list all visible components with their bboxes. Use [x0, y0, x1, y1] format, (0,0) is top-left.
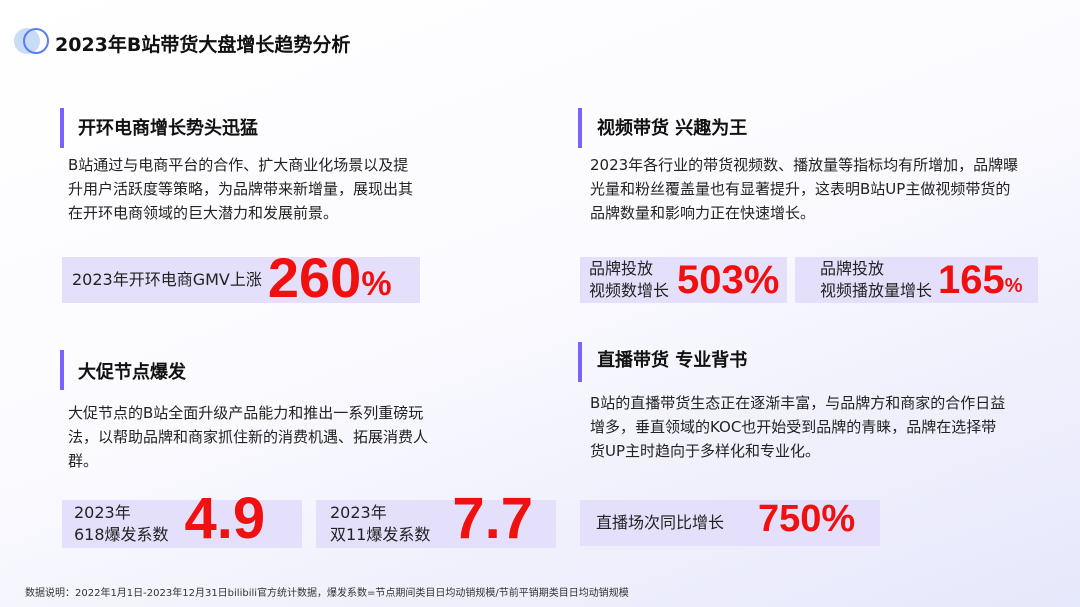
stat-label-2: 618爆发系数: [74, 525, 169, 544]
heading-accent-bar: [60, 350, 64, 390]
stat-label: 直播场次同比增长: [596, 513, 725, 532]
stat-label-1: 品牌投放: [589, 259, 654, 278]
stat-gmv: 2023年开环电商GMV上涨 260 %: [62, 250, 420, 306]
stat-video-count: 品牌投放视频数增长 503%: [580, 257, 787, 303]
section-heading-live: 直播带货 专业背书: [597, 350, 748, 371]
stat-label-1: 2023年: [330, 503, 387, 522]
page-title: 2023年B站带货大盘增长趋势分析: [55, 34, 351, 56]
footnote: 数据说明：2022年1月1日-2023年12月31日bilibili官方统计数据…: [25, 588, 629, 599]
stat-video-plays: 品牌投放视频播放量增长 165 %: [795, 257, 1038, 303]
title-ring-icon: [23, 28, 49, 54]
stat-label-2: 视频数增长: [589, 281, 670, 300]
section-body-live: B站的直播带货生态正在逐渐丰富，与品牌方和商家的合作日益增多，垂直领域的KOC也…: [590, 394, 1006, 460]
section-heading-video: 视频带货 兴趣为王: [597, 118, 748, 139]
stat-value: 503%: [677, 258, 780, 302]
section-body-video: 2023年各行业的带货视频数、播放量等指标均有所增加，品牌曝光量和粉丝覆盖量也有…: [590, 156, 1019, 222]
section-body-ecommerce: B站通过与电商平台的合作、扩大商业化场景以及提升用户活跃度等策略，为品牌带来新增…: [68, 156, 414, 222]
stat-label-2: 双11爆发系数: [330, 525, 431, 544]
heading-accent-bar: [60, 108, 64, 148]
stat-double11: 2023年 双11爆发系数 7.7: [316, 490, 556, 548]
stat-unit: %: [361, 264, 392, 303]
stat-label-2: 视频播放量增长: [820, 281, 933, 300]
stat-value: 260: [267, 246, 362, 309]
section-heading-ecommerce: 开环电商增长势头迅猛: [78, 118, 258, 139]
stat-label: 2023年开环电商GMV上涨: [72, 270, 262, 289]
stat-live: 直播场次同比增长 750%: [580, 500, 880, 546]
stat-unit: %: [1004, 274, 1023, 297]
heading-accent-bar: [578, 108, 582, 148]
section-body-promo: 大促节点的B站全面升级产品能力和推出一系列重磅玩法，以帮助品牌和商家抓住新的消费…: [68, 404, 429, 470]
stat-value: 165: [938, 258, 1005, 302]
stat-label-1: 品牌投放: [820, 259, 885, 278]
section-heading-promo: 大促节点爆发: [78, 362, 186, 383]
stat-618: 2023年 618爆发系数 4.9: [62, 490, 302, 548]
stat-value: 750%: [758, 498, 856, 540]
stat-label-1: 2023年: [74, 503, 131, 522]
stat-value: 4.9: [184, 486, 266, 551]
stat-value: 7.7: [452, 486, 534, 551]
heading-accent-bar: [578, 342, 582, 382]
